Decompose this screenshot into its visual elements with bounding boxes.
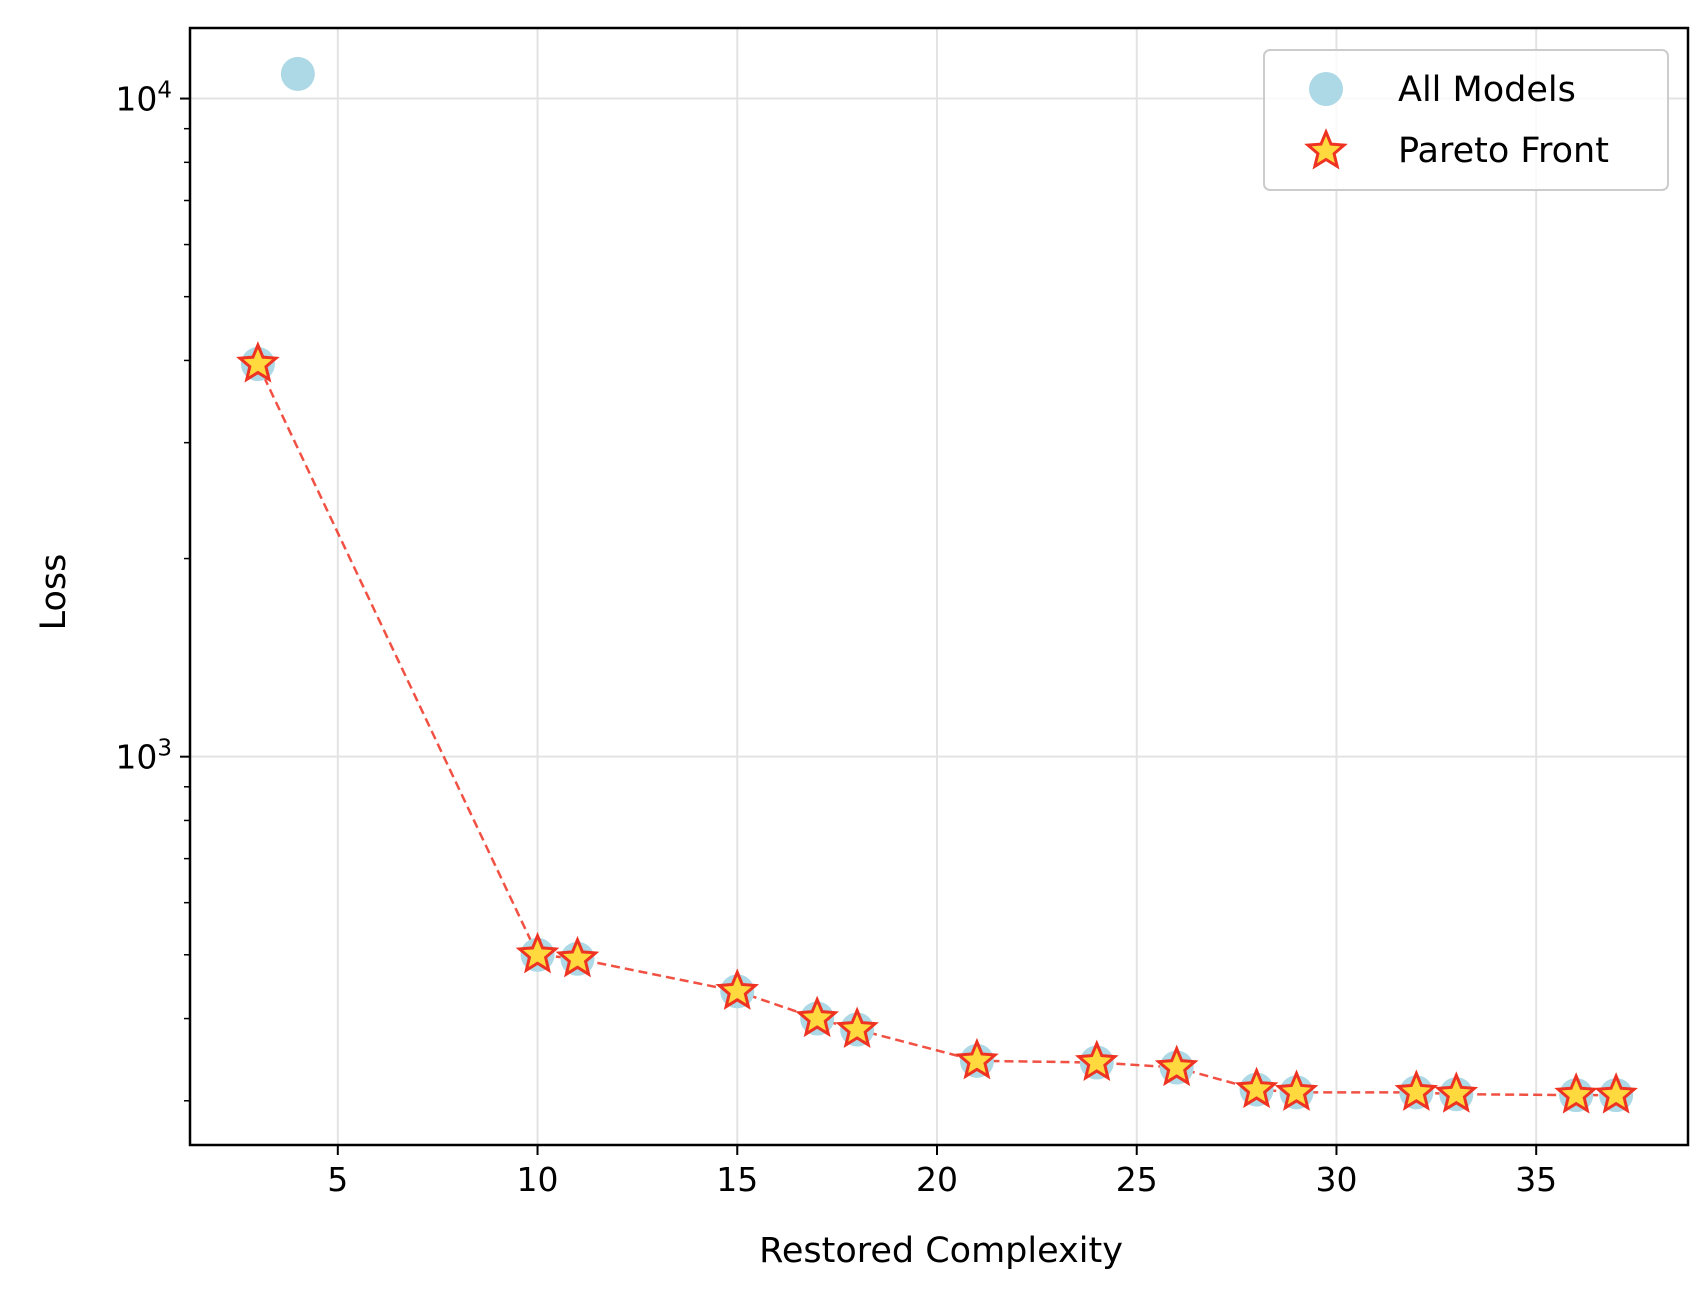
all-models-point	[280, 56, 315, 91]
y-tick-label: 104	[115, 78, 172, 119]
x-tick-label: 25	[1116, 1160, 1158, 1199]
pareto-front-point	[835, 1006, 879, 1049]
pareto-front-point	[236, 341, 280, 383]
x-tick-label: 30	[1315, 1160, 1357, 1199]
legend-all-models-label: All Models	[1398, 70, 1576, 110]
pareto-front-point	[1554, 1072, 1598, 1114]
y-axis-ticks: 103 104	[115, 78, 190, 1102]
x-tick-label: 10	[517, 1160, 559, 1199]
x-tick-label: 5	[327, 1160, 348, 1199]
legend-pareto-front-label: Pareto Front	[1398, 131, 1609, 171]
pareto-front-point	[1234, 1066, 1279, 1109]
pareto-front-point	[715, 968, 760, 1010]
legend: All Models Pareto Front	[1263, 49, 1669, 191]
x-axis-ticks: 5 10 15 20 25 30 35	[327, 1145, 1557, 1199]
pareto-front-point	[515, 931, 560, 974]
pareto-front-point	[1394, 1069, 1439, 1111]
legend-all-models-marker	[1309, 72, 1343, 106]
y-axis-label: Loss	[34, 554, 74, 631]
pareto-front-point	[1154, 1044, 1199, 1087]
pareto-front-point	[955, 1037, 999, 1080]
pareto-front-point	[795, 995, 839, 1038]
pareto-front-point	[1274, 1069, 1319, 1111]
pareto-front-points	[236, 341, 1638, 1114]
x-tick-label: 15	[716, 1160, 758, 1199]
legend-box	[1263, 49, 1669, 191]
legend-pareto-front-marker	[1304, 128, 1348, 170]
y-tick-label: 103	[115, 736, 172, 777]
grid	[190, 28, 1688, 1145]
plot-frame	[188, 26, 1690, 1147]
pareto-front-point	[1434, 1071, 1479, 1113]
legend-star-shape	[1304, 128, 1348, 170]
x-tick-label: 35	[1515, 1160, 1557, 1199]
x-axis-label: Restored Complexity	[759, 1231, 1123, 1271]
x-tick-label: 20	[916, 1160, 958, 1199]
pareto-front-point	[555, 935, 600, 978]
axes	[188, 26, 1690, 1147]
pareto-front-point	[1594, 1072, 1638, 1114]
pareto-front-point	[1074, 1039, 1119, 1082]
